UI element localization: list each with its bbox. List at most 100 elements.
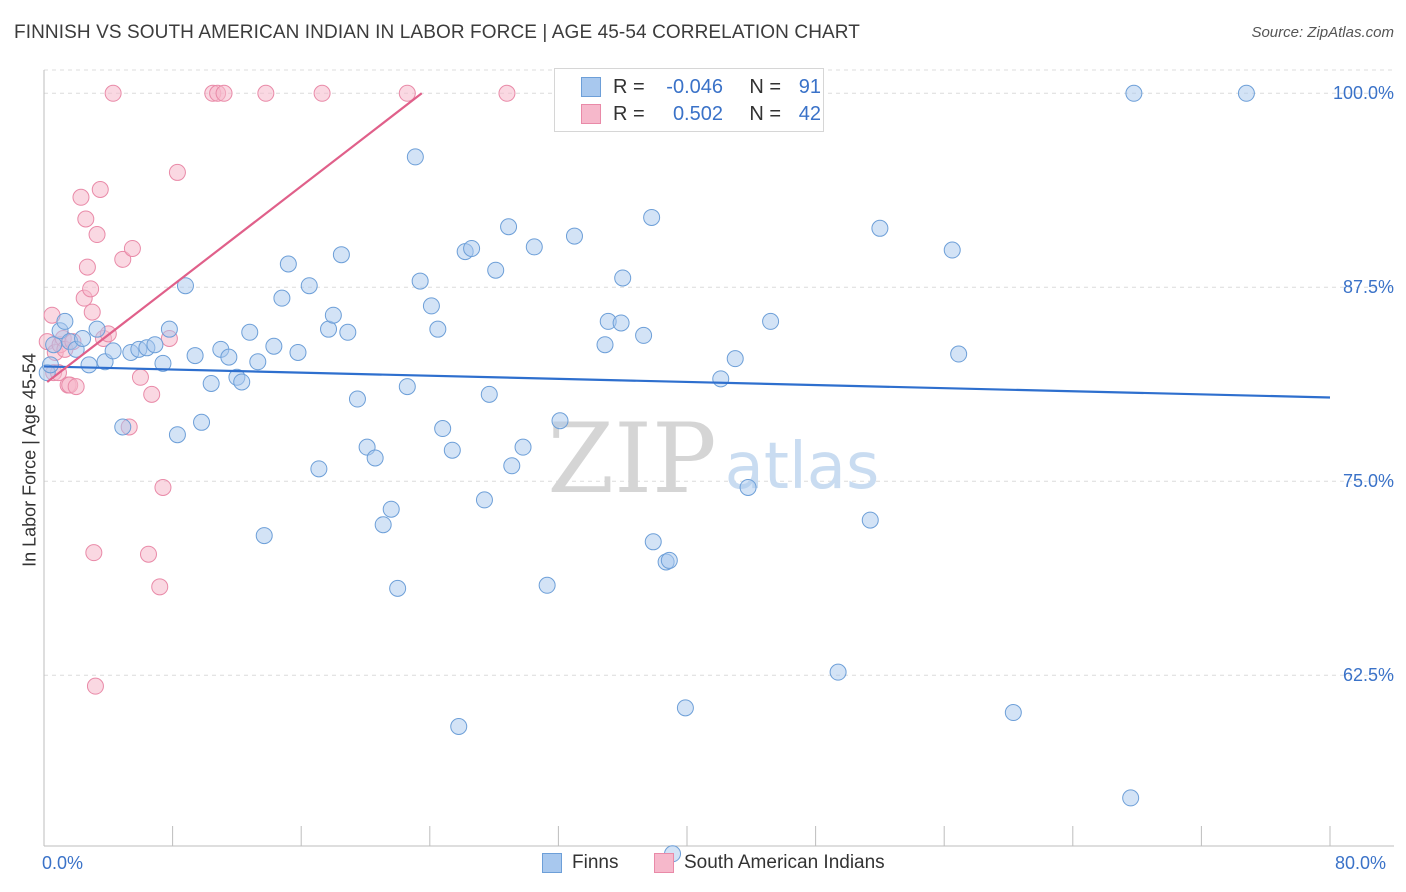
data-point-finns: [525, 238, 543, 256]
data-point-finns: [273, 289, 291, 307]
data-point-finns: [422, 297, 440, 315]
y-tick-label: 62.5%: [1342, 665, 1394, 686]
trend-line-finns: [43, 365, 1331, 399]
series-legend-south-american-indians[interactable]: South American Indians: [654, 852, 885, 874]
data-point-finns: [398, 378, 416, 396]
y-axis-label: In Labor Force | Age 45-54: [19, 353, 40, 567]
data-point-finns: [176, 277, 194, 295]
data-point-finns: [463, 239, 481, 257]
series-legend-swatch-finns: [542, 853, 562, 873]
data-point-south-american-indians: [104, 84, 122, 102]
data-point-finns: [487, 261, 505, 279]
data-point-finns: [45, 336, 63, 354]
x-tick-label-max: 80.0%: [1335, 853, 1387, 873]
data-point-south-american-indians: [77, 210, 95, 228]
data-point-finns: [348, 390, 366, 408]
data-point-finns: [950, 345, 968, 363]
data-point-finns: [56, 312, 74, 330]
data-point-finns: [434, 420, 452, 438]
data-point-finns: [249, 353, 267, 371]
series-finns: [38, 84, 1255, 863]
data-point-finns: [538, 576, 556, 594]
data-point-finns: [503, 457, 521, 475]
data-point-south-american-indians: [86, 677, 104, 695]
data-point-south-american-indians: [154, 478, 172, 496]
series-south-american-indians: [38, 84, 516, 695]
series-legend: Finns South American Indians: [0, 852, 1406, 878]
data-point-finns: [596, 336, 614, 354]
data-point-south-american-indians: [114, 250, 132, 268]
data-point-finns: [220, 348, 238, 366]
data-point-south-american-indians: [151, 578, 169, 596]
data-point-finns: [279, 255, 297, 273]
data-point-finns: [382, 500, 400, 518]
legend-swatch-finns: [581, 77, 601, 97]
correlation-legend: R = -0.046 N = 91 R = 0.502 N = 42: [554, 68, 824, 132]
data-point-south-american-indians: [257, 84, 275, 102]
chart-title: FINNISH VS SOUTH AMERICAN INDIAN IN LABO…: [14, 22, 860, 43]
legend-swatch-south-american-indians: [581, 104, 601, 124]
data-point-finns: [829, 663, 847, 681]
data-point-finns: [233, 373, 251, 391]
data-point-finns: [300, 277, 318, 295]
data-point-south-american-indians: [168, 163, 186, 181]
data-point-finns: [241, 323, 259, 341]
axes: [43, 70, 1394, 847]
legend-r-label: R =: [613, 102, 645, 125]
data-point-finns: [450, 717, 468, 735]
watermark: ZIP atlas: [547, 403, 879, 515]
data-point-south-american-indians: [139, 545, 157, 563]
watermark-zip: ZIP: [547, 403, 716, 515]
data-point-finns: [88, 320, 106, 338]
y-tick-label: 75.0%: [1342, 471, 1394, 492]
series-legend-finns[interactable]: Finns: [542, 852, 618, 874]
legend-n-value: 91: [798, 75, 821, 98]
legend-row-finns: R = -0.046 N = 91: [555, 73, 821, 101]
data-point-finns: [160, 320, 178, 338]
data-point-finns: [193, 413, 211, 431]
data-point-south-american-indians: [85, 544, 103, 562]
data-point-finns: [154, 354, 172, 372]
data-point-finns: [1004, 704, 1022, 722]
data-point-finns: [146, 336, 164, 354]
data-point-finns: [114, 418, 132, 436]
data-point-finns: [429, 320, 447, 338]
trend-lines: [43, 92, 1331, 399]
legend-row-south-american-indians: R = 0.502 N = 42: [555, 100, 821, 128]
data-point-south-american-indians: [78, 258, 96, 276]
data-point-finns: [614, 269, 632, 287]
data-point-south-american-indians: [131, 368, 149, 386]
data-point-finns: [676, 699, 694, 717]
data-point-finns: [635, 326, 653, 344]
data-point-finns: [644, 533, 662, 551]
data-point-south-american-indians: [313, 84, 331, 102]
data-point-south-american-indians: [215, 84, 233, 102]
series-legend-label-south-american-indians: South American Indians: [684, 852, 885, 873]
data-point-south-american-indians: [498, 84, 516, 102]
x-tick-label-min: 0.0%: [42, 853, 84, 873]
legend-r-label: R =: [613, 75, 645, 98]
data-point-finns: [500, 218, 518, 236]
data-point-finns: [475, 491, 493, 509]
legend-n-label: N =: [749, 75, 781, 98]
y-tick-label: 87.5%: [1342, 277, 1394, 298]
data-point-finns: [551, 412, 569, 430]
data-point-finns: [480, 385, 498, 403]
data-point-south-american-indians: [88, 226, 106, 244]
data-point-finns: [712, 370, 730, 388]
data-point-finns: [332, 246, 350, 264]
data-point-finns: [861, 511, 879, 529]
data-point-finns: [202, 375, 220, 393]
data-point-finns: [324, 306, 342, 324]
data-point-finns: [443, 441, 461, 459]
trend-line-south-american-indians: [46, 92, 423, 383]
data-point-finns: [289, 343, 307, 361]
data-point-finns: [168, 426, 186, 444]
data-point-finns: [762, 312, 780, 330]
data-point-finns: [726, 350, 744, 368]
data-point-finns: [104, 342, 122, 360]
data-point-finns: [186, 347, 204, 365]
data-point-finns: [565, 227, 583, 245]
data-point-finns: [1237, 84, 1255, 102]
chart-source: Source: ZipAtlas.com: [1251, 24, 1394, 41]
